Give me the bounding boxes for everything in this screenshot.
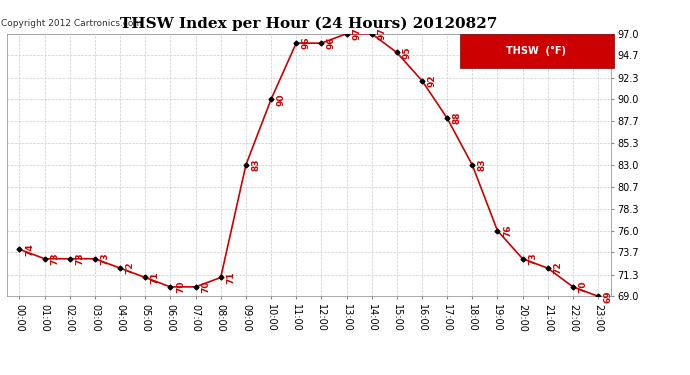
Text: 69: 69 [604,290,613,303]
Text: 83: 83 [478,159,487,171]
Text: 73: 73 [75,252,84,265]
Text: 70: 70 [578,280,587,293]
Text: 70: 70 [176,280,185,293]
Text: THSW  (°F): THSW (°F) [506,46,566,56]
Text: 74: 74 [25,243,34,256]
Text: 70: 70 [201,280,210,293]
Text: 96: 96 [302,37,310,50]
Text: 88: 88 [453,112,462,125]
Text: 71: 71 [151,271,160,284]
Text: 72: 72 [553,262,562,274]
Text: Copyright 2012 Cartronics.com: Copyright 2012 Cartronics.com [1,20,142,28]
Text: 90: 90 [277,93,286,106]
Text: 97: 97 [352,27,361,40]
Text: 72: 72 [126,262,135,274]
Text: 83: 83 [251,159,260,171]
Text: 76: 76 [503,224,512,237]
Text: 73: 73 [528,252,537,265]
Text: 97: 97 [377,27,386,40]
Text: 73: 73 [101,252,110,265]
Text: 73: 73 [50,252,59,265]
FancyBboxPatch shape [460,34,613,68]
Text: 96: 96 [327,37,336,50]
Text: 71: 71 [226,271,235,284]
Title: THSW Index per Hour (24 Hours) 20120827: THSW Index per Hour (24 Hours) 20120827 [120,17,497,31]
Text: 92: 92 [428,74,437,87]
Text: 95: 95 [402,46,411,59]
